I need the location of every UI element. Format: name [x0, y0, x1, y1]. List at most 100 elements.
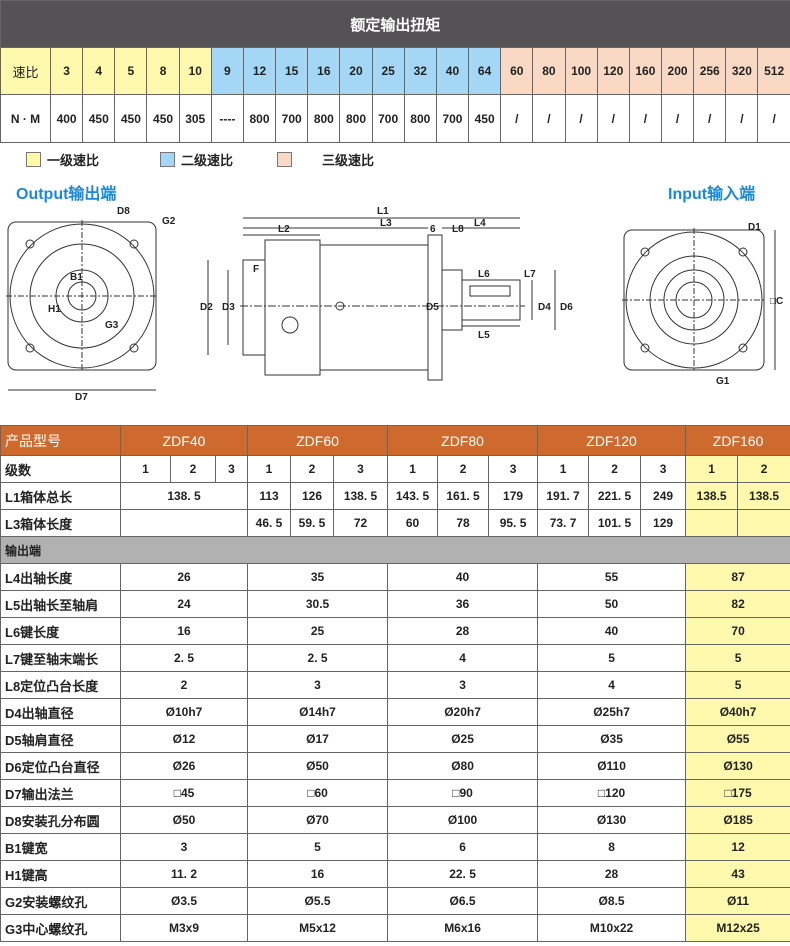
- stage-cell: 1: [685, 455, 739, 483]
- value-cell: Ø70: [247, 806, 389, 834]
- value-cell: Ø185: [685, 806, 790, 834]
- row-label: D6定位凸台直径: [0, 752, 121, 780]
- value-cell: M6x16: [387, 914, 539, 942]
- stage-cell: 1: [537, 455, 590, 483]
- ratio-cell: 512: [757, 47, 790, 95]
- torque-value-cell: 700: [371, 94, 405, 143]
- table-row: D8安装孔分布圆 Ø50 Ø70 Ø100 Ø130 Ø185: [0, 806, 790, 834]
- value-cell: 138.5: [685, 482, 739, 510]
- value-cell: Ø17: [247, 725, 389, 753]
- legend-stage1: 一级速比: [26, 150, 99, 169]
- torque-value-cell: 700: [275, 94, 309, 143]
- torque-value-cell: 450: [82, 94, 116, 143]
- value-cell: 5: [685, 671, 790, 699]
- row-label: D5轴肩直径: [0, 725, 121, 753]
- value-cell: Ø55: [685, 725, 790, 753]
- side-view-drawing: [207, 217, 556, 381]
- value-cell: M5x12: [247, 914, 389, 942]
- row-label: L1箱体总长: [0, 482, 121, 510]
- label-d4: D4: [538, 302, 551, 313]
- table-row: 输出端: [0, 536, 790, 564]
- input-view-drawing: [622, 228, 776, 372]
- value-cell: M3x9: [119, 914, 249, 942]
- value-cell: 113: [247, 482, 292, 510]
- torque-value-cell: /: [596, 94, 630, 143]
- label-d7: D7: [75, 392, 88, 403]
- label-h1: H1: [48, 304, 61, 315]
- value-cell: 11. 2: [119, 860, 249, 888]
- ratio-cell: 100: [564, 47, 598, 95]
- value-cell: 72: [333, 509, 389, 537]
- ratio-label: 速比: [0, 47, 51, 95]
- value-cell: Ø50: [247, 752, 389, 780]
- value-cell: 73. 7: [537, 509, 590, 537]
- value-cell: Ø14h7: [247, 698, 389, 726]
- value-cell: 28: [537, 860, 687, 888]
- value-cell: 101. 5: [588, 509, 642, 537]
- value-cell: 50: [537, 590, 687, 618]
- torque-value-cell: 800: [307, 94, 341, 143]
- row-label: L3箱体长度: [0, 509, 121, 537]
- ratio-cell: 256: [693, 47, 727, 95]
- torque-value-cell: 800: [242, 94, 277, 143]
- torque-value-cell: 400: [49, 94, 84, 143]
- value-cell: 221. 5: [588, 482, 642, 510]
- ratio-cell: 15: [275, 47, 309, 95]
- row-label: L5出轴长至轴肩: [0, 590, 121, 618]
- legend-stage2: 二级速比: [160, 150, 233, 169]
- value-cell: 2. 5: [119, 644, 249, 672]
- value-cell: 36: [387, 590, 539, 618]
- value-cell: 3: [247, 671, 389, 699]
- value-cell: 40: [387, 563, 539, 591]
- ratio-cell: 20: [339, 47, 373, 95]
- value-cell: Ø5.5: [247, 887, 389, 915]
- value-cell: Ø20h7: [387, 698, 539, 726]
- value-cell: Ø8.5: [537, 887, 687, 915]
- torque-value-cell: ----: [210, 94, 244, 143]
- value-cell: 138. 5: [333, 482, 389, 510]
- torque-value-cell: /: [725, 94, 759, 143]
- spec-table: 产品型号 ZDF40 ZDF60 ZDF80 ZDF120 ZDF160 级数 1 2 3 1 2 3 1…: [0, 425, 790, 942]
- value-cell: 16: [119, 617, 249, 645]
- value-cell: 12: [685, 833, 790, 861]
- section-header: 输出端: [0, 536, 790, 564]
- table-row: G3中心螺纹孔 M3x9 M5x12 M6x16 M10x22 M12x25: [0, 914, 790, 942]
- value-cell: Ø3.5: [119, 887, 249, 915]
- stage-cell: 3: [640, 455, 687, 483]
- value-cell: 126: [290, 482, 335, 510]
- value-cell: 35: [247, 563, 389, 591]
- model-header: ZDF80: [387, 425, 539, 456]
- legend-stage3: 三级速比: [277, 150, 374, 169]
- value-cell: 95. 5: [488, 509, 539, 537]
- value-cell: 78: [437, 509, 490, 537]
- label-d8: D8: [117, 206, 130, 217]
- label-g2: G2: [162, 216, 176, 227]
- ratio-cell: 10: [178, 47, 212, 95]
- ratio-cell: 16: [307, 47, 341, 95]
- ratio-cell: 320: [725, 47, 759, 95]
- value-cell: 6: [387, 833, 539, 861]
- value-cell: 5: [537, 644, 687, 672]
- model-header: ZDF160: [685, 425, 790, 456]
- legend-label: 二级速比: [181, 153, 234, 168]
- label-l5: L5: [478, 330, 490, 341]
- row-label: D4出轴直径: [0, 698, 121, 726]
- ratio-cell: 8: [146, 47, 180, 95]
- value-cell: Ø100: [387, 806, 539, 834]
- label-l6: L6: [478, 269, 490, 280]
- row-label: G2安装螺纹孔: [0, 887, 121, 915]
- row-label: L6键长度: [0, 617, 121, 645]
- label-d6: D6: [560, 302, 573, 313]
- model-header: ZDF60: [247, 425, 389, 456]
- value-cell: 4: [387, 644, 539, 672]
- value-cell: 3: [119, 833, 249, 861]
- value-cell: 22. 5: [387, 860, 539, 888]
- torque-value-cell: /: [564, 94, 598, 143]
- ratio-cell: 3: [49, 47, 84, 95]
- value-cell: □120: [537, 779, 687, 807]
- value-cell: Ø130: [537, 806, 687, 834]
- torque-value-cell: 450: [146, 94, 180, 143]
- value-cell: 40: [537, 617, 687, 645]
- torque-value-cell: /: [693, 94, 727, 143]
